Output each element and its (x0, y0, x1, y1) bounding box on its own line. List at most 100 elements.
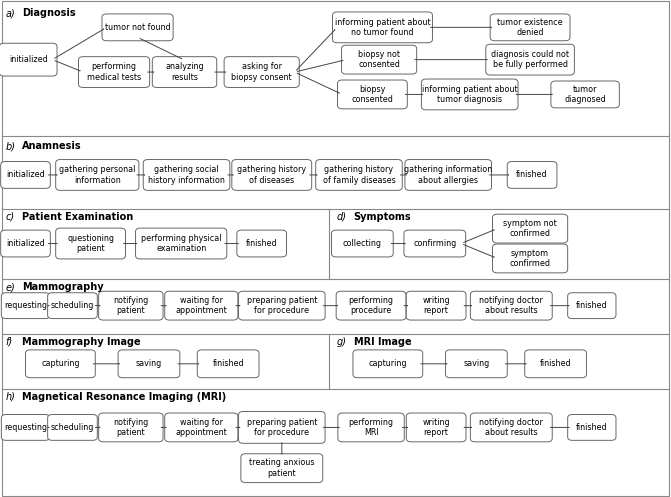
FancyBboxPatch shape (152, 57, 217, 87)
FancyBboxPatch shape (99, 413, 163, 442)
Text: asking for
biopsy consent: asking for biopsy consent (231, 62, 292, 82)
Text: notifying doctor
about results: notifying doctor about results (479, 417, 544, 437)
Text: saving: saving (463, 359, 490, 368)
Text: performing physical
examination: performing physical examination (141, 234, 221, 253)
Text: informing patient about
tumor diagnosis: informing patient about tumor diagnosis (422, 84, 517, 104)
Text: informing patient about
no tumor found: informing patient about no tumor found (335, 17, 430, 37)
Text: MRI Image: MRI Image (354, 337, 411, 347)
FancyBboxPatch shape (56, 228, 125, 259)
FancyBboxPatch shape (486, 44, 574, 75)
Text: writing
report: writing report (422, 417, 450, 437)
Text: questioning
patient: questioning patient (67, 234, 114, 253)
FancyBboxPatch shape (48, 414, 97, 440)
Text: scheduling: scheduling (51, 423, 94, 432)
Text: d): d) (337, 212, 347, 222)
Text: diagnosis could not
be fully performed: diagnosis could not be fully performed (491, 50, 569, 70)
Text: collecting: collecting (343, 239, 382, 248)
FancyBboxPatch shape (338, 413, 404, 442)
Text: c): c) (5, 212, 15, 222)
FancyBboxPatch shape (338, 80, 407, 109)
FancyBboxPatch shape (332, 12, 432, 43)
Text: notifying
patient: notifying patient (113, 296, 148, 316)
Text: preparing patient
for procedure: preparing patient for procedure (247, 417, 317, 437)
Text: Diagnosis: Diagnosis (22, 8, 76, 18)
Text: finished: finished (246, 239, 278, 248)
Text: requesting: requesting (4, 423, 47, 432)
Text: notifying
patient: notifying patient (113, 417, 148, 437)
Text: Patient Examination: Patient Examination (22, 212, 134, 222)
FancyBboxPatch shape (144, 160, 229, 190)
FancyBboxPatch shape (407, 413, 466, 442)
FancyBboxPatch shape (568, 414, 616, 440)
Text: saving: saving (136, 359, 162, 368)
FancyBboxPatch shape (404, 230, 466, 257)
FancyBboxPatch shape (239, 412, 325, 443)
Text: tumor existence
denied: tumor existence denied (497, 17, 563, 37)
Text: capturing: capturing (368, 359, 407, 368)
Text: Anamnesis: Anamnesis (22, 141, 82, 151)
Text: waiting for
appointment: waiting for appointment (175, 296, 227, 316)
Text: finished: finished (539, 359, 572, 368)
FancyBboxPatch shape (102, 14, 173, 41)
Text: biopsy not
consented: biopsy not consented (358, 50, 400, 70)
Text: performing
procedure: performing procedure (348, 296, 394, 316)
FancyBboxPatch shape (165, 413, 238, 442)
FancyBboxPatch shape (118, 350, 180, 378)
FancyBboxPatch shape (490, 14, 570, 41)
FancyBboxPatch shape (48, 293, 97, 319)
Text: analyzing
results: analyzing results (165, 62, 204, 82)
Text: tumor not found: tumor not found (105, 23, 170, 32)
FancyBboxPatch shape (237, 230, 287, 257)
FancyBboxPatch shape (1, 162, 50, 188)
Text: gathering information
about allergies: gathering information about allergies (404, 165, 493, 185)
Text: symptom
confirmed: symptom confirmed (509, 248, 551, 268)
Text: gathering personal
information: gathering personal information (59, 165, 136, 185)
FancyBboxPatch shape (507, 162, 557, 188)
Text: initialized: initialized (6, 239, 45, 248)
Text: tumor
diagnosed: tumor diagnosed (564, 84, 606, 104)
FancyBboxPatch shape (1, 293, 50, 319)
Text: Mammography: Mammography (22, 282, 104, 292)
FancyBboxPatch shape (232, 160, 311, 190)
FancyBboxPatch shape (99, 291, 163, 320)
Text: Symptoms: Symptoms (354, 212, 411, 222)
FancyBboxPatch shape (1, 230, 50, 257)
Text: preparing patient
for procedure: preparing patient for procedure (247, 296, 317, 316)
Text: initialized: initialized (6, 170, 45, 179)
Text: e): e) (5, 282, 15, 292)
FancyBboxPatch shape (0, 43, 57, 76)
FancyBboxPatch shape (1, 414, 50, 440)
FancyBboxPatch shape (525, 350, 586, 378)
Text: performing
MRI: performing MRI (348, 417, 394, 437)
Text: g): g) (337, 337, 347, 347)
Text: b): b) (5, 141, 15, 151)
FancyBboxPatch shape (405, 160, 491, 190)
Text: gathering social
history information: gathering social history information (148, 165, 225, 185)
FancyBboxPatch shape (197, 350, 259, 378)
FancyBboxPatch shape (136, 228, 227, 259)
FancyBboxPatch shape (239, 291, 325, 320)
FancyBboxPatch shape (56, 160, 139, 190)
FancyBboxPatch shape (316, 160, 403, 190)
FancyBboxPatch shape (353, 350, 423, 378)
FancyBboxPatch shape (25, 350, 95, 378)
Text: gathering history
of diseases: gathering history of diseases (237, 165, 307, 185)
FancyBboxPatch shape (421, 79, 518, 110)
Text: symptom not
confirmed: symptom not confirmed (503, 219, 557, 239)
FancyBboxPatch shape (493, 214, 568, 243)
FancyBboxPatch shape (224, 57, 299, 87)
Text: performing
medical tests: performing medical tests (87, 62, 141, 82)
Text: capturing: capturing (41, 359, 80, 368)
FancyBboxPatch shape (342, 45, 417, 74)
Text: gathering history
of family diseases: gathering history of family diseases (323, 165, 395, 185)
FancyBboxPatch shape (446, 350, 507, 378)
Text: waiting for
appointment: waiting for appointment (175, 417, 227, 437)
FancyBboxPatch shape (336, 291, 406, 320)
Text: biopsy
consented: biopsy consented (352, 84, 393, 104)
FancyBboxPatch shape (241, 454, 323, 483)
FancyBboxPatch shape (470, 291, 552, 320)
FancyBboxPatch shape (165, 291, 238, 320)
FancyBboxPatch shape (470, 413, 552, 442)
Text: finished: finished (576, 301, 608, 310)
Text: requesting: requesting (4, 301, 47, 310)
